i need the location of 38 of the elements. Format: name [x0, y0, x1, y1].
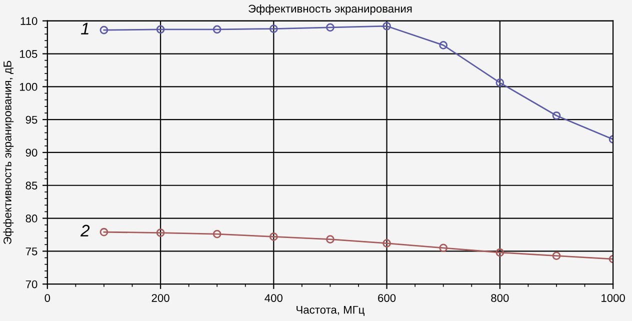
point: [100, 228, 108, 236]
y-tick-label: 105: [20, 50, 38, 58]
point: [269, 232, 278, 241]
y-tick-label: 85: [26, 182, 38, 190]
chart-title: Эффективность экранирования: [248, 4, 412, 15]
x-tick-label: 400: [264, 294, 282, 302]
point: [326, 23, 334, 32]
x-axis-title: Частота, МГц: [296, 306, 364, 316]
point: [100, 26, 108, 34]
y-tick-label: 110: [20, 17, 38, 25]
y-tick-label: 70: [26, 280, 38, 288]
series-label: 1: [80, 22, 88, 34]
point: [552, 252, 561, 260]
point: [269, 24, 278, 33]
point: [212, 25, 222, 34]
series-label: 2: [80, 224, 90, 236]
point: [439, 41, 448, 50]
x-tick-label: 600: [378, 294, 396, 302]
y-tick-label: 80: [26, 214, 38, 222]
y-tick-label: 95: [26, 116, 38, 124]
point: [326, 235, 334, 244]
x-tick-label: 1000: [602, 294, 625, 302]
point: [382, 239, 391, 248]
y-tick-label: 100: [20, 82, 38, 91]
point: [496, 78, 504, 87]
point: [439, 244, 448, 252]
x-tick-label: 200: [152, 294, 170, 302]
point: [156, 25, 165, 34]
y-axis-title: Эффективность экранирования, дБ: [3, 60, 14, 244]
y-tick-label: 90: [26, 148, 38, 157]
y-tick-label: 75: [26, 248, 38, 256]
x-tick-label: 0: [44, 294, 50, 302]
point: [496, 248, 504, 257]
x-tick-label: 800: [491, 294, 509, 302]
point: [382, 22, 391, 30]
point: [552, 111, 561, 120]
point: [156, 228, 165, 237]
point: [212, 230, 222, 238]
